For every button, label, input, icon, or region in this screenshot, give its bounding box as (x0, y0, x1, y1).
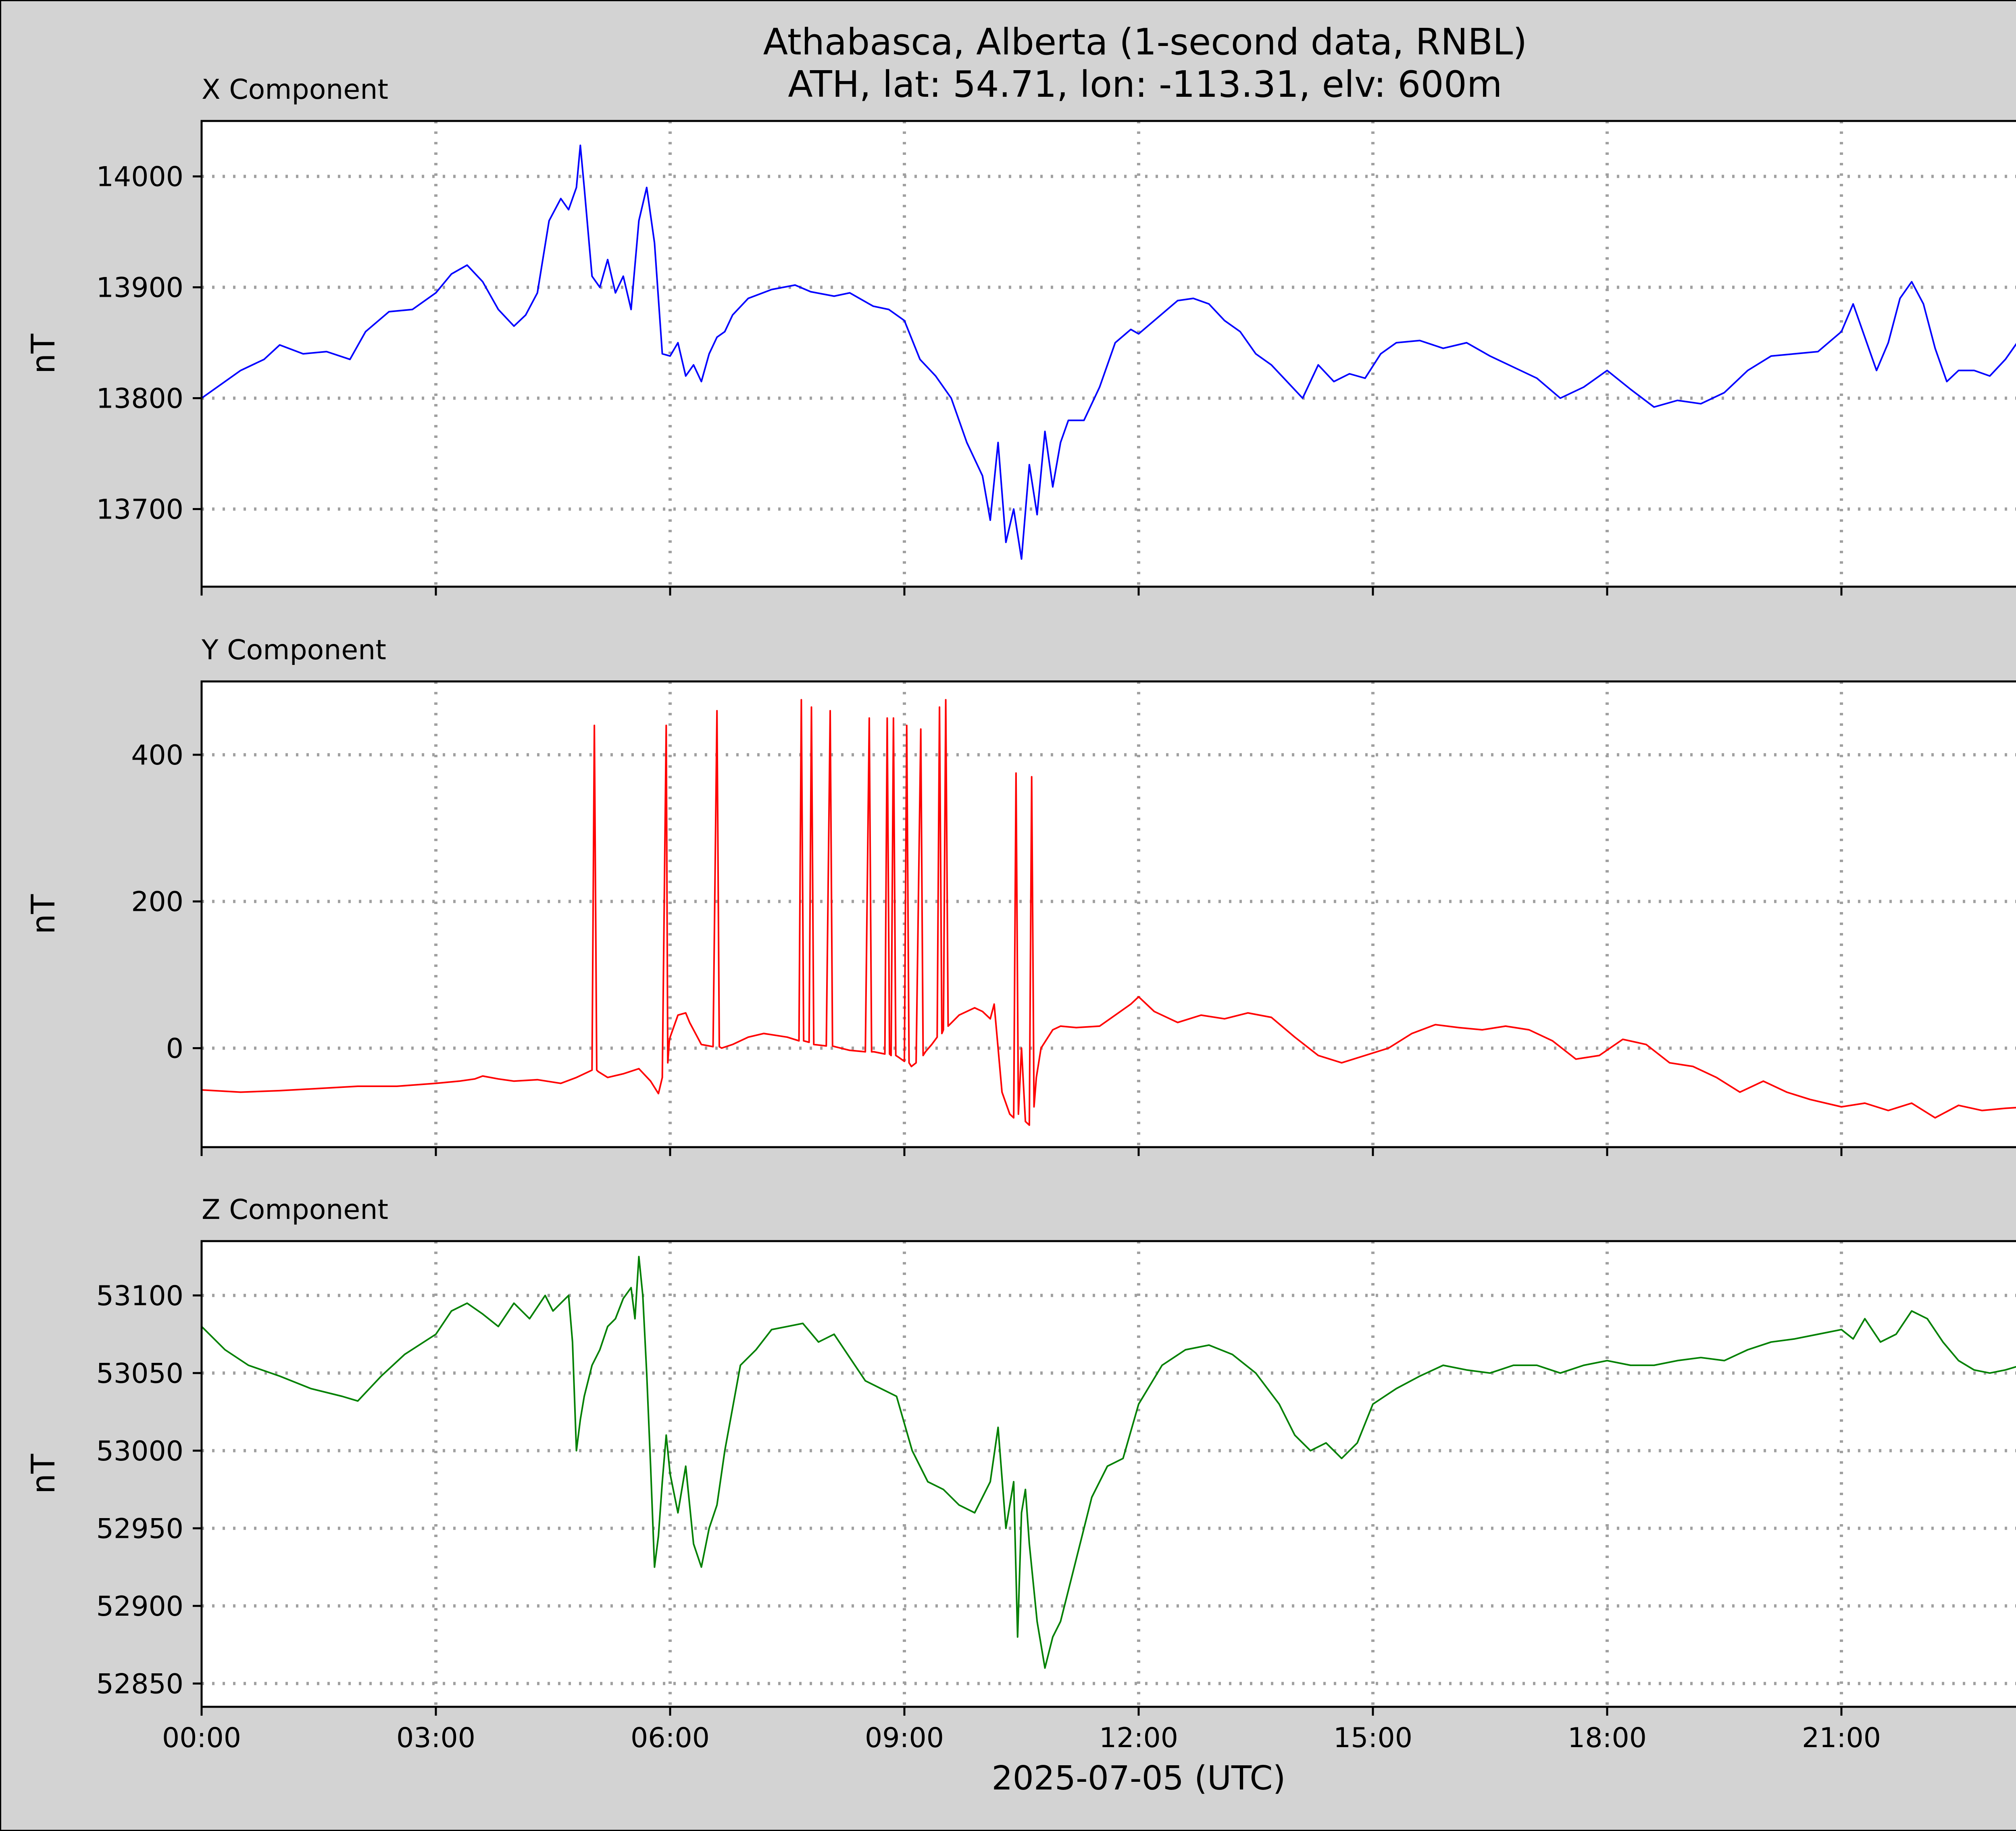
x-axis-tick-label: 21:00 (1802, 1722, 1881, 1754)
z-plot-area (202, 1241, 2016, 1707)
y-y-tick-label: 400 (131, 739, 183, 771)
z-y-tick-label: 52900 (96, 1591, 183, 1623)
x-axis-tick-label: 12:00 (1099, 1722, 1178, 1754)
x-axis-tick-label: 06:00 (631, 1722, 710, 1754)
y-y-axis-label: nT (25, 894, 62, 935)
y-component-panel: 0 200 400 Y Component nT (25, 634, 2016, 1156)
x-component-series-line (201, 144, 2016, 560)
y-y-tick-label: 200 (131, 886, 183, 918)
x-y-axis-label: nT (25, 333, 62, 374)
z-y-tick-label: 53000 (96, 1435, 183, 1467)
z-y-tick-label: 53100 (96, 1280, 183, 1312)
y-component-title: Y Component (201, 634, 386, 666)
figure-title-line1: Athabasca, Alberta (1-second data, RNBL) (763, 21, 1527, 63)
x-axis-tick-label: 09:00 (865, 1722, 944, 1754)
z-y-tick-label: 53050 (96, 1358, 183, 1389)
z-component-panel: 52850 52900 52950 53000 53050 53100 00:00 03:00… (25, 1194, 2016, 1798)
z-y-tick-label: 52850 (96, 1668, 183, 1700)
x-component-title: X Component (202, 74, 388, 106)
z-component-series-line (201, 1256, 2016, 1669)
x-y-tick-label: 14000 (96, 161, 183, 193)
x-axis-tick-label: 00:00 (162, 1722, 241, 1754)
z-y-tick-label: 52950 (96, 1513, 183, 1545)
x-axis-tick-label: 18:00 (1568, 1722, 1647, 1754)
y-component-series-line (201, 699, 2016, 1126)
x-y-tick-label: 13900 (96, 272, 183, 304)
y-y-tick-label: 0 (166, 1033, 183, 1064)
x-axis-tick-label: 15:00 (1333, 1722, 1412, 1754)
x-component-panel: 13700 13800 13900 14000 X Component nT (25, 74, 2016, 596)
z-y-axis-label: nT (25, 1454, 62, 1494)
x-plot-area (202, 121, 2016, 587)
z-component-title: Z Component (202, 1194, 388, 1226)
figure-title-line2: ATH, lat: 54.71, lon: -113.31, elv: 600m (788, 63, 1502, 106)
x-axis-tick-label: 03:00 (396, 1722, 475, 1754)
x-y-tick-label: 13800 (96, 383, 183, 415)
x-axis-label: 2025-07-05 (UTC) (991, 1759, 1285, 1798)
y-plot-area (202, 681, 2016, 1147)
x-y-tick-label: 13700 (96, 494, 183, 526)
